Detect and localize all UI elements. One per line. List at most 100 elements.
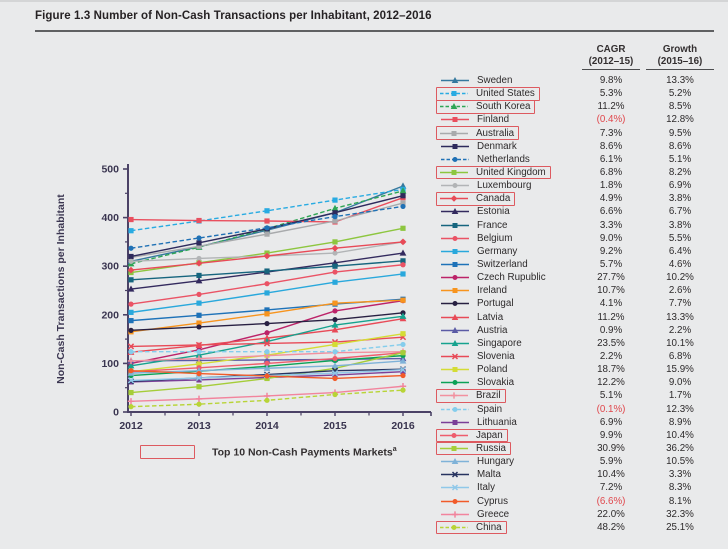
- legend-growth-value: 36.2%: [666, 443, 694, 454]
- legend-swatch-wrap: Austria: [436, 325, 508, 336]
- cyprus-swatch-icon: [441, 498, 469, 504]
- legend-growth-value: 3.8%: [668, 193, 692, 205]
- singapore-swatch-icon: [441, 339, 469, 346]
- top10-box-russia: Russia: [436, 441, 511, 456]
- legend-cagr-value: 6.9%: [599, 416, 623, 428]
- legend-country-label: Luxembourg: [477, 180, 532, 192]
- legend-swatch-wrap: Lithuania: [436, 417, 517, 428]
- legend-cagr-value: 3.3%: [599, 219, 623, 231]
- legend-growth-value: 9.0%: [668, 377, 692, 389]
- legend-row-lithuania: Lithuania 6.9% 8.9%: [436, 416, 728, 429]
- legend-swatch-wrap: Singapore: [436, 338, 522, 349]
- legend-country-label: Lithuania: [477, 416, 517, 428]
- legend-growth-value: 10.1%: [666, 337, 694, 349]
- legend-growth-value: 5.1%: [668, 153, 692, 165]
- legend-country-label: United States: [476, 88, 535, 100]
- legend-country-label: Canada: [476, 193, 511, 205]
- legend-row-belgium: Belgium 9.0% 5.5%: [436, 232, 728, 245]
- legend-growth-value: 10.5%: [666, 456, 694, 468]
- legend-row-germany: Germany 9.2% 6.4%: [436, 245, 728, 258]
- series-markers-canada: [127, 238, 407, 274]
- top10-box-canada: Canada: [436, 192, 516, 206]
- page-top-strip: [0, 0, 728, 2]
- legend-country-label: Latvia: [477, 311, 504, 323]
- legend-country-label: Russia: [476, 443, 506, 455]
- legend-cagr-value: 7.3%: [599, 127, 623, 139]
- legend-cagr-value: 11.2%: [597, 311, 625, 323]
- legend-row-brazil: Brazil 5.1% 1.7%: [436, 389, 728, 403]
- legend-country-label: France: [477, 219, 508, 231]
- legend-country-label: United Kingdom: [476, 167, 546, 179]
- legend-growth-value: 8.9%: [668, 416, 692, 428]
- top10-note: Top 10 Non-Cash Payments Marketsa: [140, 445, 397, 459]
- legend-row-italy: Italy 7.2% 8.3%: [436, 481, 728, 494]
- series-markers-china: [128, 387, 406, 410]
- legend-cagr-value: 12.2%: [597, 377, 625, 389]
- top10-box-south-korea: South Korea: [436, 100, 536, 114]
- legend-cagr-value: 5.3%: [599, 88, 623, 100]
- legend-row-malta: Malta 10.4% 3.3%: [436, 468, 728, 481]
- legend-row-australia: Australia 7.3% 9.5%: [436, 126, 728, 140]
- legend-growth-value: 10.4%: [666, 429, 694, 441]
- legend-cagr-value: (0.4%): [596, 114, 626, 126]
- legend-swatch-wrap: France: [436, 220, 508, 231]
- legend-growth-value: 8.2%: [668, 167, 692, 179]
- lithuania-swatch-icon: [441, 419, 469, 425]
- legend-swatch-wrap: Latvia: [436, 312, 503, 323]
- legend-swatch-wrap: Hungary: [436, 456, 514, 467]
- france-swatch-icon: [441, 222, 469, 228]
- legend-growth-value: 12.8%: [666, 114, 694, 126]
- series-markers-spain: [128, 341, 406, 355]
- legend-cagr-value: 9.8%: [599, 75, 623, 87]
- series-markers-germany: [128, 271, 406, 315]
- legend-row-slovenia: Slovenia 2.2% 6.8%: [436, 350, 728, 363]
- legend-country-label: Germany: [477, 245, 518, 257]
- legend-rows: Sweden 9.8% 13.3% United States 5.3% 5.2% Sout…: [436, 74, 728, 535]
- series-markers-portugal: [128, 310, 406, 333]
- legend-swatch-wrap: Spain: [436, 404, 502, 415]
- legend-row-canada: Canada 4.9% 3.8%: [436, 192, 728, 206]
- series-markers-switzerland: [128, 296, 406, 324]
- legend-row-south-korea: South Korea 11.2% 8.5%: [436, 100, 728, 114]
- legend-swatch-wrap: Slovakia: [436, 377, 514, 388]
- legend-cagr-value: 5.1%: [599, 390, 623, 402]
- malta-swatch-icon: [441, 471, 469, 478]
- legend-header: CAGR (2012–15) Growth (2015–16): [436, 44, 728, 70]
- italy-swatch-icon: [441, 484, 469, 491]
- top10-box-united-kingdom: United Kingdom: [436, 165, 551, 180]
- x-tick-label: 2014: [255, 420, 279, 432]
- legend-country-label: Hungary: [477, 456, 515, 468]
- legend-growth-value: 2.2%: [668, 324, 692, 336]
- legend-row-spain: Spain (0.1%) 12.3%: [436, 403, 728, 416]
- legend-swatch-wrap: Germany: [436, 246, 517, 257]
- x-tick-label: 2012: [119, 420, 143, 432]
- top10-note-box-icon: [140, 445, 195, 459]
- series-markers-netherlands: [128, 203, 406, 251]
- ireland-swatch-icon: [441, 288, 469, 294]
- legend-cagr-value: (6.6%): [596, 495, 626, 507]
- legend-swatch-wrap: Netherlands: [436, 154, 530, 165]
- legend-country-label: Czech Rupublic: [477, 272, 546, 284]
- legend-country-label: China: [476, 521, 502, 533]
- top10-box-united-states: United States: [436, 86, 540, 101]
- legend-row-finland: Finland (0.4%) 12.8%: [436, 113, 728, 126]
- legend-cagr-value: 30.9%: [597, 443, 625, 454]
- germany-swatch-icon: [441, 248, 469, 254]
- australia-swatch-icon: [440, 130, 468, 136]
- legend-cagr-value: 9.9%: [599, 429, 623, 441]
- legend-row-slovakia: Slovakia 12.2% 9.0%: [436, 376, 728, 389]
- legend-swatch-wrap: Czech Rupublic: [436, 272, 546, 283]
- legend-country-label: Greece: [477, 508, 510, 520]
- legend-row-netherlands: Netherlands 6.1% 5.1%: [436, 153, 728, 166]
- united-states-swatch-icon: [440, 91, 468, 97]
- legend-row-sweden: Sweden 9.8% 13.3%: [436, 74, 728, 87]
- legend-growth-value: 12.3%: [666, 403, 694, 415]
- legend-row-hungary: Hungary 5.9% 10.5%: [436, 455, 728, 468]
- legend-growth-value: 3.8%: [668, 219, 692, 231]
- legend-row-denmark: Denmark 8.6% 8.6%: [436, 140, 728, 153]
- legend-country-label: Spain: [477, 403, 503, 415]
- legend-swatch-wrap: Ireland: [436, 285, 507, 296]
- legend-cagr-value: 2.2%: [599, 351, 623, 363]
- austria-swatch-icon: [441, 326, 469, 333]
- legend-swatch-wrap: Denmark: [436, 141, 517, 152]
